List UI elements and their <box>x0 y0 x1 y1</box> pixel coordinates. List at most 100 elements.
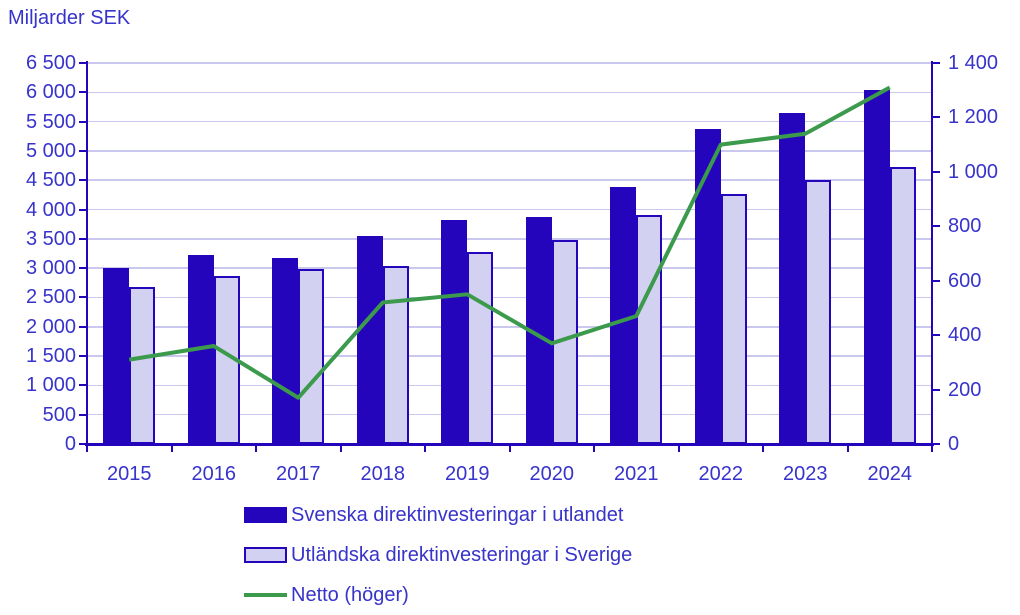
x-axis-tick <box>86 444 88 452</box>
chart-title: Miljarder SEK <box>8 7 131 29</box>
bar-svenska-2023 <box>779 112 806 444</box>
y-axis-right-tick <box>932 225 940 228</box>
gridline <box>87 91 932 94</box>
x-axis-tick <box>424 444 426 452</box>
x-axis-tick <box>762 444 764 452</box>
y-axis-left-label: 0 <box>64 433 76 455</box>
legend-item: Netto (höger) <box>244 581 632 608</box>
bar-utlandska-2021 <box>636 215 663 444</box>
bar-utlandska-2020 <box>551 240 578 444</box>
legend-swatch-outlined-bar-icon <box>244 546 287 563</box>
gridline <box>87 413 932 416</box>
y-axis-right-label: 400 <box>948 324 982 347</box>
y-axis-left-tick <box>79 120 87 123</box>
legend-label: Svenska direktinvesteringar i utlandet <box>291 503 624 526</box>
y-axis-left-tick <box>79 62 87 64</box>
y-axis-left-label: 1 000 <box>25 374 76 397</box>
y-axis-left-tick <box>79 179 87 182</box>
bar-svenska-2022 <box>694 128 721 444</box>
x-axis-label-2019: 2019 <box>445 463 490 485</box>
bar-svenska-2018 <box>356 235 383 444</box>
y-axis-left-tick <box>79 443 87 445</box>
gridline <box>87 150 932 152</box>
y-axis-left-tick <box>79 149 87 152</box>
y-axis-right-label: 1 400 <box>948 52 999 74</box>
y-axis-right-label: 800 <box>948 215 982 238</box>
y-axis-right-label: 1 200 <box>948 106 999 129</box>
y-axis-right-tick <box>932 443 940 445</box>
bar-utlandska-2022 <box>720 193 747 444</box>
bar-svenska-2024 <box>863 89 890 444</box>
y-axis-right <box>931 61 933 452</box>
y-axis-left-tick <box>79 237 87 240</box>
y-axis-right-label: 1 000 <box>948 160 999 183</box>
x-axis-tick <box>677 444 680 452</box>
x-axis-tick <box>508 444 511 452</box>
bar-utlandska-2016 <box>213 275 240 444</box>
y-axis-left-tick <box>79 355 87 358</box>
y-axis-left-label: 5 000 <box>25 139 76 162</box>
x-axis-label-2024: 2024 <box>867 463 913 485</box>
bar-utlandska-2018 <box>382 265 409 444</box>
x-axis-tick <box>170 444 173 452</box>
y-axis-right-label: 200 <box>948 378 982 401</box>
bar-utlandska-2017 <box>298 268 325 444</box>
y-axis-left-label: 2 000 <box>25 315 76 338</box>
y-axis-left-tick <box>79 325 87 328</box>
y-axis-left-label: 3 000 <box>25 257 76 280</box>
y-axis-left-label: 6 000 <box>25 81 76 104</box>
legend-swatch-line-icon <box>244 592 287 597</box>
x-axis-label-2016: 2016 <box>191 463 237 485</box>
gridline <box>87 120 932 123</box>
legend: Svenska direktinvesteringar i utlandet Ut… <box>244 501 632 615</box>
y-axis-right-tick <box>932 116 940 119</box>
x-axis-label-2020: 2020 <box>529 463 575 485</box>
legend-item: Utländska direktinvesteringar i Sverige <box>244 541 632 568</box>
y-axis-left-label: 3 500 <box>25 227 76 250</box>
y-axis-left-tick <box>79 413 87 416</box>
gridline <box>87 62 932 64</box>
y-axis-left <box>86 61 88 452</box>
bar-utlandska-2024 <box>889 166 916 444</box>
y-axis-left-label: 2 500 <box>25 286 76 309</box>
y-axis-left-label: 4 000 <box>25 198 76 221</box>
y-axis-right-tick <box>932 279 940 282</box>
bar-svenska-2019 <box>441 219 468 444</box>
bar-svenska-2017 <box>272 258 299 444</box>
y-axis-left-label: 5 500 <box>25 110 76 133</box>
y-axis-left-label: 4 500 <box>25 169 76 192</box>
x-axis-label-2017: 2017 <box>276 463 321 485</box>
bar-utlandska-2015 <box>129 287 156 444</box>
bar-svenska-2021 <box>610 186 637 444</box>
x-axis-label-2015: 2015 <box>107 463 152 485</box>
x-axis-label-2018: 2018 <box>360 463 406 485</box>
bar-svenska-2016 <box>187 255 214 444</box>
bar-svenska-2015 <box>103 267 130 444</box>
y-axis-left-tick <box>79 296 87 299</box>
x-axis-label-2021: 2021 <box>614 463 659 485</box>
y-axis-right-tick <box>932 170 940 173</box>
x-axis-tick <box>339 444 342 452</box>
y-axis-left-label: 500 <box>42 403 76 426</box>
y-axis-right-label: 600 <box>948 269 982 292</box>
y-axis-left-tick <box>79 91 87 94</box>
x-axis-label-2022: 2022 <box>698 463 744 485</box>
x-axis-tick <box>931 444 933 452</box>
legend-swatch-filled-bar-icon <box>244 506 287 523</box>
x-axis-tick <box>255 444 257 452</box>
y-axis-right-tick <box>932 62 940 64</box>
y-axis-right-tick <box>932 388 940 391</box>
x-axis-tick <box>846 444 849 452</box>
y-axis-right-tick <box>932 334 940 337</box>
legend-label: Utländska direktinvesteringar i Sverige <box>291 543 633 566</box>
y-axis-left-label: 1 500 <box>25 345 76 368</box>
bar-utlandska-2023 <box>805 180 832 444</box>
y-axis-right-label: 0 <box>948 433 960 455</box>
bar-utlandska-2019 <box>467 252 494 444</box>
legend-item: Svenska direktinvesteringar i utlandet <box>244 501 632 528</box>
legend-label: Netto (höger) <box>291 583 409 606</box>
bar-svenska-2020 <box>525 217 552 444</box>
y-axis-left-tick <box>79 208 87 211</box>
